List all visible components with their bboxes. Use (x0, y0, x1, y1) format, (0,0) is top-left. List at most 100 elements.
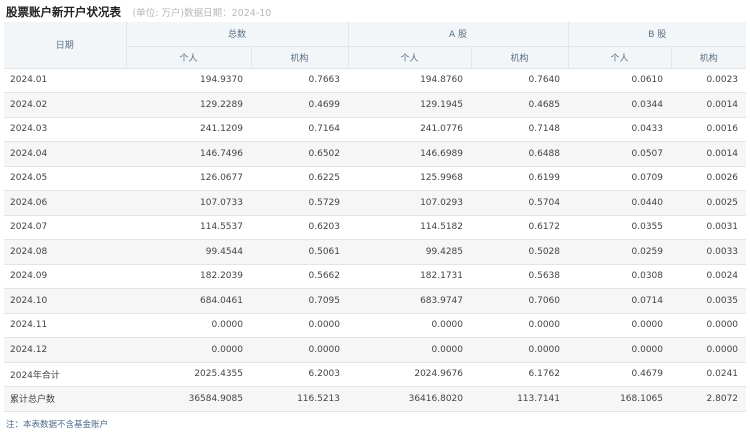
header-sub: 机构 (251, 46, 349, 69)
row-date: 2024.06 (4, 190, 126, 216)
table-row: 2024年合计 2025.4355 6.2003 2024.9676 6.1762 0.4… (4, 362, 747, 387)
cell-value: 0.0000 (126, 337, 251, 363)
cell-value: 0.5662 (251, 264, 349, 289)
header-group-total: 总数 (126, 22, 349, 47)
cell-value: 2024.9676 (348, 362, 472, 387)
table-row: 累计总户数 36584.9085 116.5213 36416.8020 113.714… (4, 386, 747, 412)
cell-value: 0.0014 (671, 92, 747, 118)
cell-value: 0.0259 (568, 239, 672, 265)
cell-value: 0.4679 (568, 362, 672, 387)
table-row: 2024.09 182.2039 0.5662 182.1731 0.5638 0.030… (4, 264, 747, 289)
cell-value: 0.0023 (671, 68, 747, 93)
cell-value: 0.0026 (671, 166, 747, 191)
cell-value: 241.1209 (126, 117, 251, 142)
cell-value: 0.7060 (471, 288, 569, 314)
cell-value: 116.5213 (251, 386, 349, 412)
cell-value: 0.0714 (568, 288, 672, 314)
cell-value: 2025.4355 (126, 362, 251, 387)
cell-value: 0.4699 (251, 92, 349, 118)
cell-value: 0.0000 (568, 337, 672, 363)
cell-value: 0.7148 (471, 117, 569, 142)
table-row: 2024.06 107.0733 0.5729 107.0293 0.5704 0.044… (4, 190, 747, 216)
header-sub: 个人 (126, 46, 252, 69)
page-title: 股票账户新开户状况表 (6, 5, 121, 19)
cell-value: 0.7663 (251, 68, 349, 93)
header-sub: 个人 (568, 46, 672, 69)
cell-value: 0.6225 (251, 166, 349, 191)
row-date: 2024年合计 (4, 362, 126, 387)
cell-value: 0.0355 (568, 215, 672, 240)
title-bar: 股票账户新开户状况表 (单位: 万户)数据日期：2024-10 (0, 0, 750, 22)
cell-value: 0.0031 (671, 215, 747, 240)
cell-value: 0.0433 (568, 117, 672, 142)
cell-value: 0.4685 (471, 92, 569, 118)
cell-value: 99.4544 (126, 239, 251, 265)
header-group-b: B 股 (568, 22, 747, 47)
cell-value: 0.6199 (471, 166, 569, 191)
cell-value: 6.2003 (251, 362, 349, 387)
cell-value: 0.0000 (568, 313, 672, 338)
cell-value: 0.0000 (471, 313, 569, 338)
cell-value: 0.5061 (251, 239, 349, 265)
cell-value: 0.0000 (251, 337, 349, 363)
cell-value: 0.0000 (471, 337, 569, 363)
cell-value: 0.0024 (671, 264, 747, 289)
header-sub: 机构 (471, 46, 569, 69)
table-row: 2024.07 114.5537 0.6203 114.5182 0.6172 0.035… (4, 215, 747, 240)
row-date: 2024.10 (4, 288, 126, 314)
row-date: 2024.03 (4, 117, 126, 142)
table-row: 2024.12 0.0000 0.0000 0.0000 0.0000 0.0000 0.0… (4, 337, 747, 363)
row-date: 2024.12 (4, 337, 126, 363)
row-date: 2024.05 (4, 166, 126, 191)
cell-value: 0.0000 (348, 313, 472, 338)
cell-value: 0.7640 (471, 68, 569, 93)
header-sub: 个人 (348, 46, 472, 69)
row-date: 累计总户数 (4, 386, 126, 412)
cell-value: 182.1731 (348, 264, 472, 289)
row-date: 2024.04 (4, 141, 126, 167)
cell-value: 0.0344 (568, 92, 672, 118)
cell-value: 107.0733 (126, 190, 251, 216)
cell-value: 0.0025 (671, 190, 747, 216)
cell-value: 0.6172 (471, 215, 569, 240)
row-date: 2024.01 (4, 68, 126, 93)
cell-value: 0.7164 (251, 117, 349, 142)
footnote: 注：本表数据不含基金账户 (6, 419, 109, 430)
cell-value: 146.6989 (348, 141, 472, 167)
account-table: 日期 总数 A 股 B 股 个人 机构 个人 机构 个人 机构 2024.01 1… (4, 22, 747, 412)
row-date: 2024.08 (4, 239, 126, 265)
table-row: 2024.01 194.9370 0.7663 194.8760 0.7640 0.061… (4, 68, 747, 93)
cell-value: 0.0440 (568, 190, 672, 216)
cell-value: 0.5729 (251, 190, 349, 216)
cell-value: 0.6488 (471, 141, 569, 167)
cell-value: 168.1065 (568, 386, 672, 412)
row-date: 2024.11 (4, 313, 126, 338)
cell-value: 0.0241 (671, 362, 747, 387)
table-row: 2024.05 126.0677 0.6225 125.9968 0.6199 0.070… (4, 166, 747, 191)
cell-value: 99.4285 (348, 239, 472, 265)
cell-value: 0.0000 (126, 313, 251, 338)
cell-value: 0.0014 (671, 141, 747, 167)
cell-value: 194.9370 (126, 68, 251, 93)
cell-value: 0.0507 (568, 141, 672, 167)
table-row: 2024.04 146.7496 0.6502 146.6989 0.6488 0.050… (4, 141, 747, 167)
cell-value: 0.5638 (471, 264, 569, 289)
cell-value: 146.7496 (126, 141, 251, 167)
cell-value: 0.0000 (671, 313, 747, 338)
cell-value: 114.5537 (126, 215, 251, 240)
cell-value: 0.0610 (568, 68, 672, 93)
cell-value: 0.0000 (671, 337, 747, 363)
cell-value: 125.9968 (348, 166, 472, 191)
cell-value: 126.0677 (126, 166, 251, 191)
table-row: 2024.08 99.4544 0.5061 99.4285 0.5028 0.0259 0… (4, 239, 747, 265)
cell-value: 0.6203 (251, 215, 349, 240)
cell-value: 0.0033 (671, 239, 747, 265)
cell-value: 0.7095 (251, 288, 349, 314)
row-date: 2024.07 (4, 215, 126, 240)
table-row: 2024.03 241.1209 0.7164 241.0776 0.7148 0.043… (4, 117, 747, 142)
table-row: 2024.10 684.0461 0.7095 683.9747 0.7060 0.071… (4, 288, 747, 314)
cell-value: 129.1945 (348, 92, 472, 118)
cell-value: 0.0709 (568, 166, 672, 191)
cell-value: 2.8072 (671, 386, 747, 412)
cell-value: 683.9747 (348, 288, 472, 314)
